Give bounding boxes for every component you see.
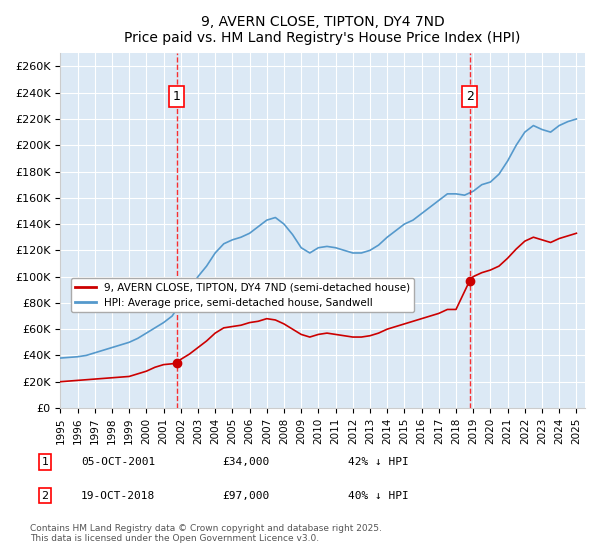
Text: £97,000: £97,000 — [222, 491, 269, 501]
Text: £34,000: £34,000 — [222, 457, 269, 467]
Text: 2: 2 — [466, 90, 473, 103]
Text: 1: 1 — [41, 457, 49, 467]
Legend: 9, AVERN CLOSE, TIPTON, DY4 7ND (semi-detached house), HPI: Average price, semi-: 9, AVERN CLOSE, TIPTON, DY4 7ND (semi-de… — [71, 278, 415, 312]
Text: 05-OCT-2001: 05-OCT-2001 — [81, 457, 155, 467]
Text: 42% ↓ HPI: 42% ↓ HPI — [348, 457, 409, 467]
Text: 1: 1 — [173, 90, 181, 103]
Text: 2: 2 — [41, 491, 49, 501]
Title: 9, AVERN CLOSE, TIPTON, DY4 7ND
Price paid vs. HM Land Registry's House Price In: 9, AVERN CLOSE, TIPTON, DY4 7ND Price pa… — [124, 15, 521, 45]
Text: 40% ↓ HPI: 40% ↓ HPI — [348, 491, 409, 501]
Text: 19-OCT-2018: 19-OCT-2018 — [81, 491, 155, 501]
Text: Contains HM Land Registry data © Crown copyright and database right 2025.
This d: Contains HM Land Registry data © Crown c… — [30, 524, 382, 543]
